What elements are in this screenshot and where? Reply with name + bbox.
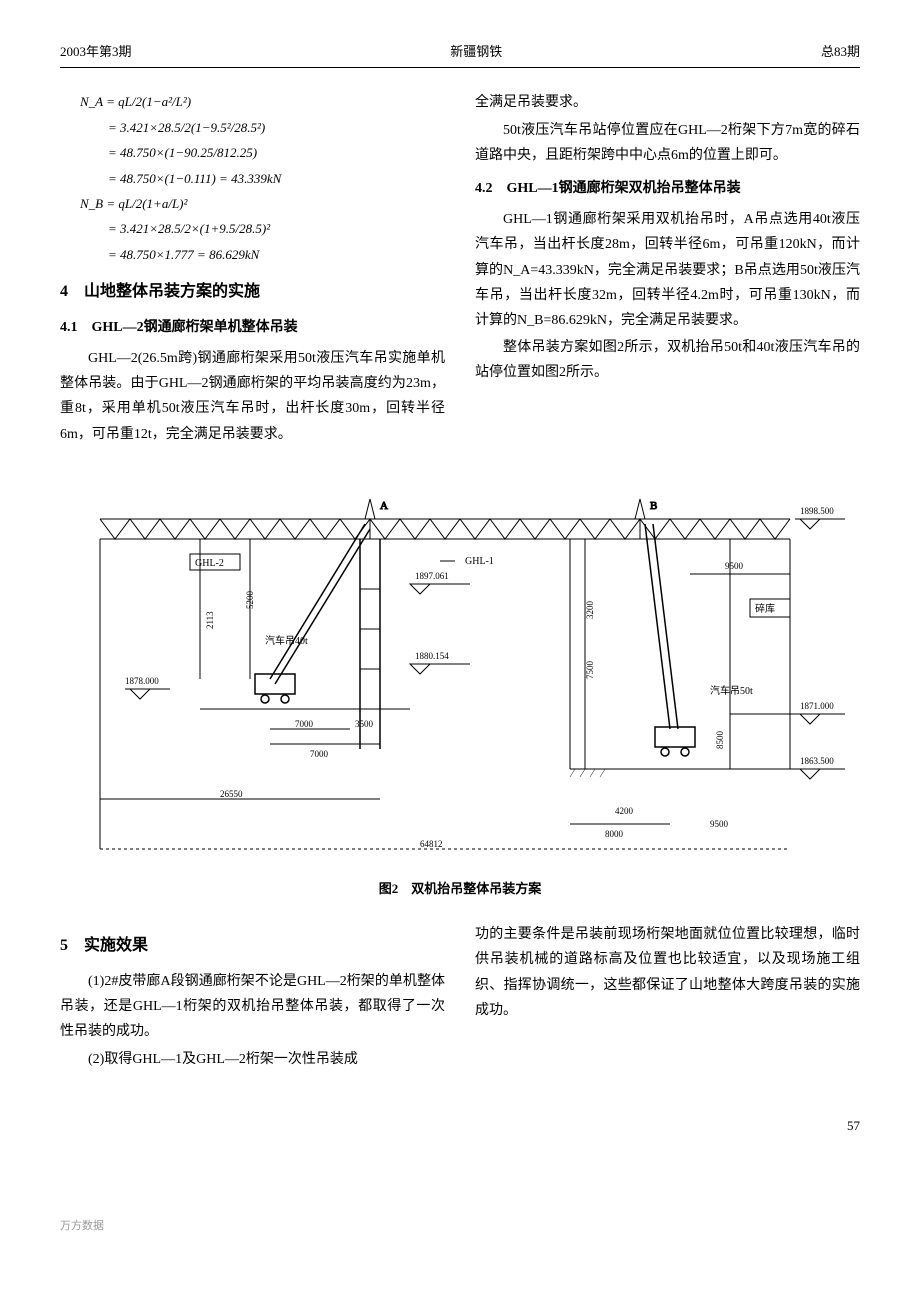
svg-text:B: B [650, 500, 657, 512]
elev-1897: 1897.061 [415, 571, 449, 581]
svg-text:A: A [380, 500, 388, 512]
elev-1871: 1871.000 [800, 701, 834, 711]
section-41-title: 4.1 GHL—2钢通廊桁架单机整体吊装 [60, 315, 445, 340]
section-5-p2-start: (2)取得GHL—1及GHL—2桁架一次性吊装成 [60, 1047, 445, 1072]
footer-watermark: 万方数据 [60, 1217, 860, 1237]
dim-4200: 4200 [615, 806, 634, 816]
figure-2-caption: 图2 双机抬吊整体吊装方案 [60, 877, 860, 900]
section-5-p1: (1)2#皮带廊A段钢通廊桁架不论是GHL—2桁架的单机整体吊装，还是GHL—1… [60, 969, 445, 1045]
ghl2-label: GHL-2 [195, 558, 224, 569]
dim-7000a: 7000 [295, 719, 314, 729]
section-41-p1-cont: 全满足吊装要求。 [475, 90, 860, 115]
header-left: 2003年第3期 [60, 40, 132, 63]
dim-7500: 7500 [585, 660, 595, 679]
right-column: 全满足吊装要求。 50t液压汽车吊站停位置应在GHL—2桁架下方7m宽的碎石道路… [475, 88, 860, 448]
header-center: 新疆钢铁 [450, 40, 502, 63]
dim-26550: 26550 [220, 789, 243, 799]
dim-5200: 5200 [245, 590, 255, 609]
section-5-p2-cont: 功的主要条件是吊装前现场桁架地面就位位置比较理想，临时供吊装机械的道路标高及位置… [475, 922, 860, 1023]
elev-1898: 1898.500 [800, 506, 834, 516]
formula-nb: N_B = qL/2(1+a/L)² [80, 192, 445, 215]
right-column-2: 功的主要条件是吊装前现场桁架地面就位位置比较理想，临时供吊装机械的道路标高及位置… [475, 920, 860, 1074]
figure-2: A B GHL-2 GHL-1 [60, 469, 860, 900]
section-5-title: 5 实施效果 [60, 932, 445, 961]
warehouse-label: 碎库 [755, 602, 775, 615]
dim-8000: 8000 [605, 829, 624, 839]
upper-content: N_A = qL/2(1−a²/L²) = 3.421×28.5/2(1−9.5… [60, 88, 860, 448]
dim-3200: 3200 [585, 600, 595, 619]
elev-1880: 1880.154 [415, 651, 449, 661]
dim-8500: 8500 [715, 730, 725, 749]
section-4-title: 4 山地整体吊装方案的实施 [60, 278, 445, 307]
section-42-p2: 整体吊装方案如图2所示，双机抬吊50t和40t液压汽车吊的站停位置如图2所示。 [475, 335, 860, 385]
header-right: 总83期 [821, 40, 860, 63]
section-42-title: 4.2 GHL—1钢通廊桁架双机抬吊整体吊装 [475, 176, 860, 201]
crane-50t-label: 汽车吊50t [710, 684, 753, 697]
dim-7000b: 7000 [310, 749, 329, 759]
dim-3500: 3500 [355, 719, 374, 729]
formula-na: N_A = qL/2(1−a²/L²) [80, 90, 445, 113]
crane-40t-label: 汽车吊40t [265, 634, 308, 647]
left-column: N_A = qL/2(1−a²/L²) = 3.421×28.5/2(1−9.5… [60, 88, 445, 448]
page-header: 2003年第3期 新疆钢铁 总83期 [60, 40, 860, 68]
page-number: 57 [60, 1114, 860, 1137]
left-column-2: 5 实施效果 (1)2#皮带廊A段钢通廊桁架不论是GHL—2桁架的单机整体吊装，… [60, 920, 445, 1074]
ghl1-label: GHL-1 [465, 556, 494, 567]
formula-nb-3: = 48.750×1.777 = 86.629kN [108, 243, 445, 266]
formula-nb-2: = 3.421×28.5/2×(1+9.5/28.5)² [108, 217, 445, 240]
elev-1878: 1878.000 [125, 676, 159, 686]
formula-na-3: = 48.750×(1−90.25/812.25) [108, 141, 445, 164]
dim-9500a: 9500 [725, 561, 744, 571]
section-42-p1: GHL—1钢通廊桁架采用双机抬吊时，A吊点选用40t液压汽车吊，当出杆长度28m… [475, 207, 860, 333]
figure-2-svg: A B GHL-2 GHL-1 [70, 469, 850, 869]
elev-1863: 1863.500 [800, 756, 834, 766]
dim-9500b: 9500 [710, 819, 729, 829]
formula-na-4: = 48.750×(1−0.111) = 43.339kN [108, 167, 445, 190]
section-41-p1: GHL—2(26.5m跨)钢通廊桁架采用50t液压汽车吊实施单机整体吊装。由于G… [60, 346, 445, 447]
dim-64812: 64812 [420, 839, 443, 849]
lower-content: 5 实施效果 (1)2#皮带廊A段钢通廊桁架不论是GHL—2桁架的单机整体吊装，… [60, 920, 860, 1074]
formula-na-2: = 3.421×28.5/2(1−9.5²/28.5²) [108, 116, 445, 139]
section-41-p2: 50t液压汽车吊站停位置应在GHL—2桁架下方7m宽的碎石道路中央，且距桁架跨中… [475, 118, 860, 168]
dim-2113: 2113 [205, 611, 215, 629]
